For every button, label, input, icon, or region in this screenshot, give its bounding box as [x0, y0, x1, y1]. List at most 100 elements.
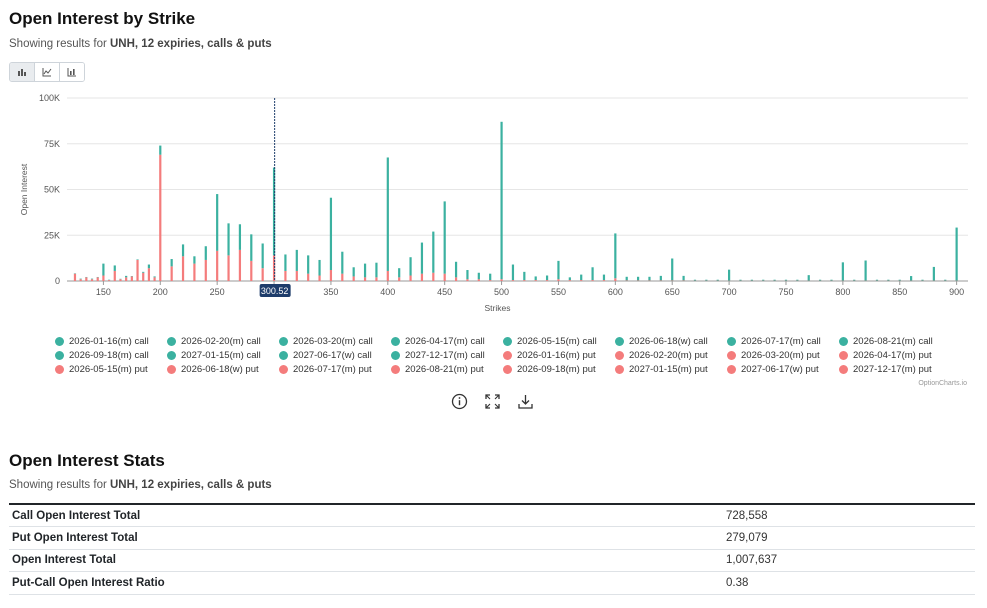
bar-put	[147, 268, 151, 281]
bar-call	[318, 259, 321, 276]
legend-item[interactable]: 2027-06-17(w) put	[727, 362, 839, 376]
crosshair-badge	[259, 284, 291, 297]
bar-call	[648, 276, 651, 281]
fullscreen-button[interactable]	[483, 392, 502, 411]
bar-call	[193, 256, 196, 264]
bar-call	[216, 194, 219, 251]
legend-item[interactable]: 2026-06-18(w) call	[615, 334, 727, 348]
legend-item[interactable]: 2026-04-17(m) put	[839, 348, 951, 362]
legend-item[interactable]: 2026-09-18(m) call	[55, 348, 167, 362]
legend-label: 2026-04-17(m) call	[405, 335, 485, 347]
bar-call	[398, 268, 401, 278]
legend-swatch	[727, 364, 736, 374]
legend-item[interactable]: 2027-12-17(m) put	[839, 362, 951, 376]
bar-put	[170, 266, 173, 281]
legend-item[interactable]: 2026-09-18(m) put	[503, 362, 615, 376]
bar-call	[932, 266, 935, 281]
bar-call	[557, 260, 560, 280]
bar-put	[545, 280, 549, 281]
legend-item[interactable]: 2026-01-16(m) put	[503, 348, 615, 362]
legend-item[interactable]: 2026-04-17(m) call	[391, 334, 503, 348]
legend-item[interactable]: 2027-01-15(m) put	[615, 362, 727, 376]
bar-put	[557, 279, 560, 281]
chart-tools	[450, 392, 535, 411]
table-row: Open Interest Total 1,007,637	[9, 549, 975, 572]
legend-item[interactable]: 2027-01-15(m) call	[167, 348, 279, 362]
stat-label: Put Open Interest Total	[12, 531, 138, 544]
bar-put	[511, 280, 515, 281]
info-button[interactable]	[450, 392, 469, 411]
x-tick-label: 700	[722, 287, 737, 297]
bar-call	[375, 262, 378, 278]
bar-call	[739, 279, 742, 281]
bar-put	[90, 279, 94, 281]
bar-call	[773, 279, 776, 281]
bar-call	[284, 254, 287, 271]
legend-item[interactable]: 2026-08-21(m) call	[839, 334, 951, 348]
legend-item[interactable]: 2027-12-17(m) call	[391, 348, 503, 362]
bar-put	[671, 280, 674, 281]
bar-put	[386, 270, 389, 281]
stat-value: 279,079	[726, 531, 768, 544]
legend-item[interactable]: 2026-08-21(m) put	[391, 362, 503, 376]
y-tick-label: 75K	[44, 139, 60, 149]
bar-put	[659, 280, 662, 281]
bar-call	[659, 275, 662, 281]
bar-put	[614, 278, 617, 281]
x-tick-label: 200	[153, 287, 168, 297]
bar-call	[523, 271, 526, 281]
table-row: Put Open Interest Total 279,079	[9, 527, 975, 549]
bar-chart-button[interactable]	[10, 63, 35, 81]
bar-call	[90, 278, 94, 280]
bar-put	[193, 263, 196, 281]
legend-item[interactable]: 2026-07-17(m) put	[279, 362, 391, 376]
legend-item[interactable]: 2026-02-20(m) call	[167, 334, 279, 348]
bar-call	[568, 277, 571, 281]
bar-put	[477, 279, 480, 281]
x-tick-label: 800	[835, 287, 850, 297]
line-chart-button[interactable]	[35, 63, 60, 81]
bar-call	[682, 275, 685, 281]
legend-item[interactable]: 2026-02-20(m) put	[615, 348, 727, 362]
x-tick-label: 600	[608, 287, 623, 297]
legend-item[interactable]: 2026-06-18(w) put	[167, 362, 279, 376]
x-tick-label: 650	[665, 287, 680, 297]
legend-item[interactable]: 2026-01-16(m) call	[55, 334, 167, 348]
bar-call	[432, 231, 435, 273]
bar-call	[159, 145, 162, 155]
legend-item[interactable]: 2026-05-15(m) call	[503, 334, 615, 348]
x-tick-label: 850	[892, 287, 907, 297]
bar-put	[398, 277, 401, 281]
bar-call	[853, 279, 856, 281]
bar-put	[73, 273, 77, 281]
legend-swatch	[727, 350, 736, 360]
legend-item[interactable]: 2027-06-17(w) call	[279, 348, 391, 362]
legend-swatch	[167, 364, 176, 374]
bar-put	[119, 279, 122, 281]
stats-title: Open Interest Stats	[9, 451, 165, 470]
bar-call	[329, 197, 333, 271]
bar-call	[796, 279, 799, 281]
stat-value: 728,558	[726, 509, 768, 522]
legend-item[interactable]: 2026-07-17(m) call	[727, 334, 839, 348]
bar-call	[625, 276, 628, 281]
legend-swatch	[503, 350, 512, 360]
download-icon	[518, 395, 533, 409]
table-row: Call Open Interest Total 728,558	[9, 504, 975, 527]
download-button[interactable]	[516, 392, 535, 411]
bar-call	[921, 279, 924, 281]
stacked-chart-button[interactable]	[60, 63, 84, 81]
bar-call	[489, 273, 492, 281]
legend-swatch	[727, 336, 736, 346]
legend-item[interactable]: 2026-03-20(m) call	[279, 334, 391, 348]
bar-call	[944, 279, 947, 281]
legend-item[interactable]: 2026-03-20(m) put	[727, 348, 839, 362]
legend-label: 2027-06-17(w) call	[293, 349, 372, 361]
legend-label: 2026-02-20(m) put	[629, 349, 708, 361]
legend-row: 2026-09-18(m) call 2027-01-15(m) call 2027…	[55, 348, 955, 362]
y-tick-label: 100K	[39, 93, 60, 103]
legend-item[interactable]: 2026-05-15(m) put	[55, 362, 167, 376]
bar-call	[830, 279, 833, 281]
bar-call	[466, 270, 469, 280]
legend-swatch	[503, 336, 512, 346]
